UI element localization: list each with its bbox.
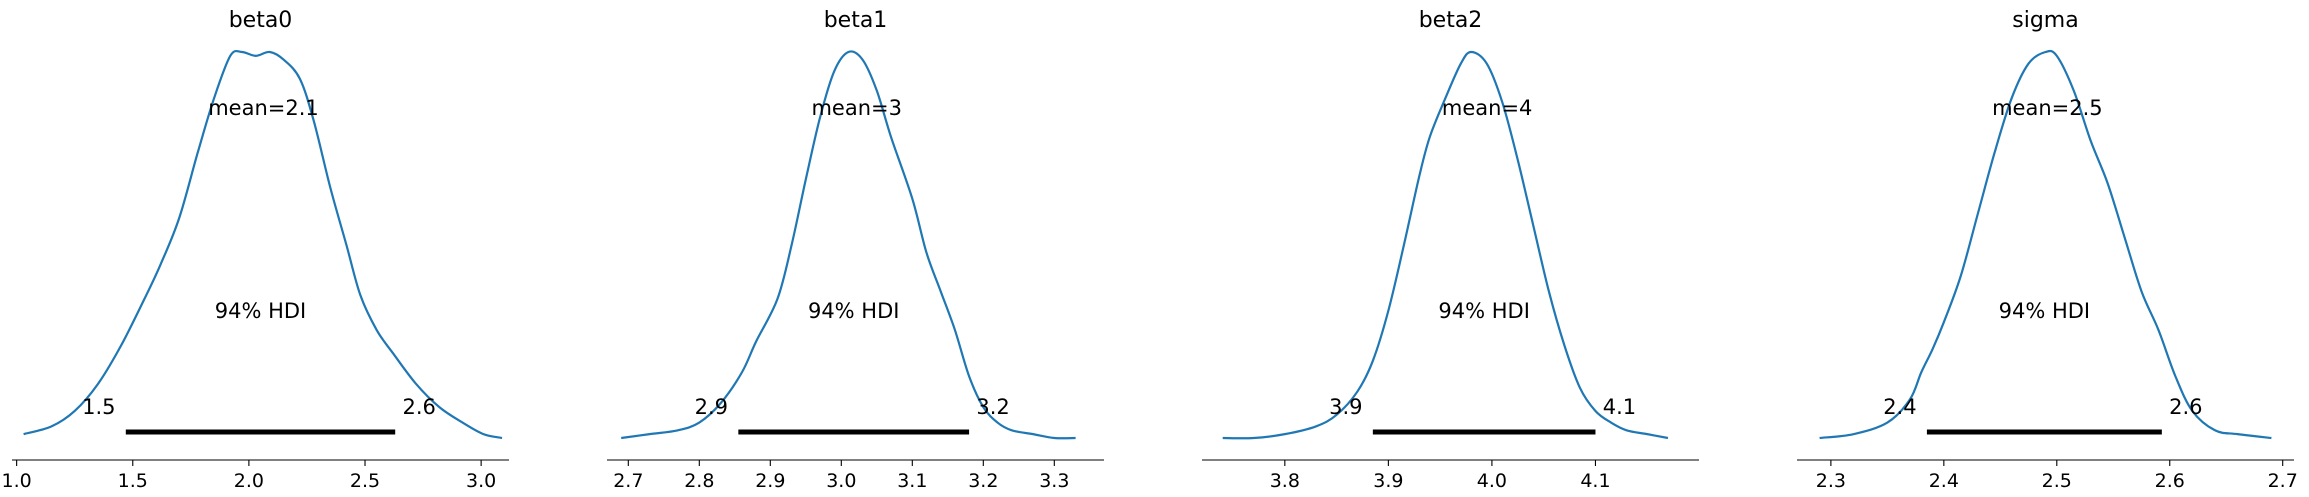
hdi-text: 94% HDI (1999, 299, 2091, 323)
panel-beta0: beta0 1.0 1.5 2.0 2.5 3.0 1.5 2.6 94% HDI mean=2.… (2, 8, 509, 492)
x-tick-label: 2.5 (350, 470, 380, 492)
hdi-upper-label: 4.1 (1603, 395, 1636, 419)
hdi-lower-label: 2.9 (695, 395, 728, 419)
x-tick-label: 3.0 (466, 470, 496, 492)
x-tick-label: 2.5 (2042, 470, 2072, 492)
density-curve (1222, 50, 1669, 440)
x-tick-label: 2.7 (2268, 470, 2298, 492)
x-tick-label: 3.9 (1373, 470, 1403, 492)
x-tick-label: 2.7 (613, 470, 643, 492)
x-tick-label: 3.2 (968, 470, 998, 492)
hdi-lower-label: 3.9 (1329, 395, 1362, 419)
hdi-text: 94% HDI (808, 299, 900, 323)
x-tick-label: 2.9 (755, 470, 785, 492)
x-tick-label: 1.0 (2, 470, 32, 492)
x-tick-label: 2.8 (684, 470, 714, 492)
panel-title: beta0 (229, 8, 293, 33)
x-tick-label: 2.4 (1929, 470, 1959, 492)
hdi-lower-label: 1.5 (82, 395, 115, 419)
x-tick-label: 4.1 (1580, 470, 1610, 492)
x-tick-label: 2.0 (234, 470, 264, 492)
mean-label: mean=2.1 (208, 96, 319, 120)
mean-label: mean=4 (1442, 96, 1533, 120)
panel-title: beta2 (1419, 8, 1483, 33)
hdi-text: 94% HDI (215, 299, 307, 323)
x-tick-label: 3.0 (826, 470, 856, 492)
hdi-upper-label: 2.6 (2169, 395, 2202, 419)
density-curve (621, 50, 1076, 440)
density-curve (23, 49, 503, 440)
density-curve (1819, 49, 2272, 440)
panel-title: beta1 (824, 8, 888, 33)
x-tick-label: 2.6 (2155, 470, 2185, 492)
panel-beta1: beta1 2.7 2.8 2.9 3.0 3.1 3.2 3.3 2.9 3.2 94% HDI m… (607, 8, 1104, 492)
mean-label: mean=2.5 (1992, 96, 2103, 120)
panel-title: sigma (2012, 8, 2078, 33)
hdi-upper-label: 3.2 (976, 395, 1009, 419)
x-tick-label: 3.8 (1270, 470, 1300, 492)
x-tick-label: 4.0 (1477, 470, 1507, 492)
mean-label: mean=3 (811, 96, 902, 120)
panel-sigma: sigma 2.3 2.4 2.5 2.6 2.7 2.4 2.6 94% HDI mean=2.… (1797, 8, 2298, 492)
x-tick-label: 2.3 (1816, 470, 1846, 492)
x-tick-label: 3.1 (897, 470, 927, 492)
x-tick-label: 3.3 (1039, 470, 1069, 492)
hdi-lower-label: 2.4 (1883, 395, 1916, 419)
panel-beta2: beta2 3.8 3.9 4.0 4.1 3.9 4.1 94% HDI mean=4 (1202, 8, 1699, 492)
x-tick-label: 1.5 (118, 470, 148, 492)
hdi-upper-label: 2.6 (402, 395, 435, 419)
hdi-text: 94% HDI (1438, 299, 1530, 323)
